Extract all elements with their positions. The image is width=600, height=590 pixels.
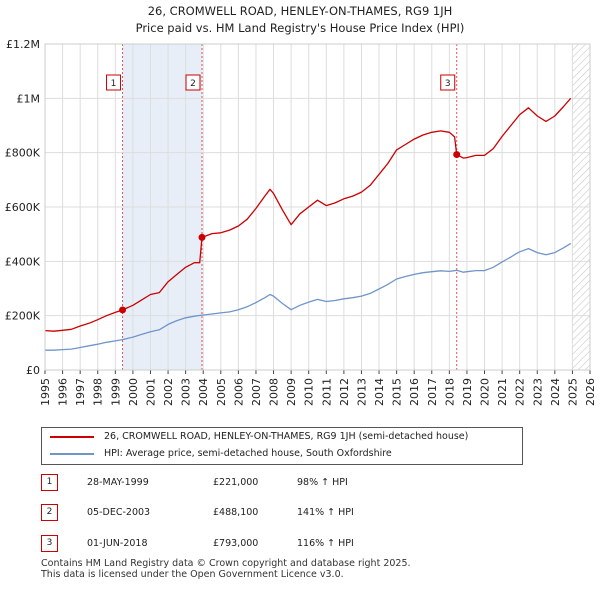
x-tick-label: 2023 xyxy=(531,378,544,406)
footer-line-copyright: Contains HM Land Registry data © Crown c… xyxy=(41,558,411,569)
sale-hpi-change: 98% ↑ HPI xyxy=(297,477,348,488)
legend-swatch-property xyxy=(50,435,94,438)
sale-label-box xyxy=(185,74,201,91)
x-tick-label: 2006 xyxy=(232,378,245,406)
x-tick-label: 2012 xyxy=(338,378,351,406)
x-tick-label: 1996 xyxy=(57,378,70,406)
sale-point xyxy=(119,306,127,314)
x-tick-label: 2000 xyxy=(127,378,140,406)
sale-label-number: 1 xyxy=(111,79,117,89)
x-tick-label: 2021 xyxy=(496,378,509,406)
plot-border xyxy=(44,43,591,371)
x-tick-label: 2019 xyxy=(461,378,474,406)
x-tick-label: 2002 xyxy=(162,378,175,406)
sale-number-badge: 3 xyxy=(41,535,58,552)
x-tick-label: 2018 xyxy=(443,378,456,406)
chart-title-block: 26, CROMWELL ROAD, HENLEY-ON-THAMES, RG9… xyxy=(0,3,600,37)
legend-item-property: 26, CROMWELL ROAD, HENLEY-ON-THAMES, RG9… xyxy=(50,429,468,445)
sale-number-badge: 1 xyxy=(41,474,58,491)
price-chart: 1 2 3 £0 £200K £400K £600K £800K £1M £1.2M 1995 19… xyxy=(5,38,597,406)
y-tick-label: £800K xyxy=(5,147,41,160)
x-tick-label: 2022 xyxy=(514,378,527,406)
sale-hpi-change: 116% ↑ HPI xyxy=(297,538,354,549)
sale-price: £221,000 xyxy=(213,477,259,488)
x-tick-label: 2004 xyxy=(197,378,210,406)
x-tick-label: 2017 xyxy=(426,378,439,406)
chart-legend: 26, CROMWELL ROAD, HENLEY-ON-THAMES, RG9… xyxy=(41,427,523,465)
x-tick-label: 2026 xyxy=(584,378,597,406)
y-tick-label: £400K xyxy=(5,255,41,268)
x-tick-label: 2001 xyxy=(144,378,157,406)
sale-label-number: 2 xyxy=(190,79,196,89)
sale-label-number: 3 xyxy=(445,79,451,89)
sale-point xyxy=(453,151,461,159)
x-tick-label: 2008 xyxy=(268,378,281,406)
sale-row: 3 01-JUN-2018 £793,000 116% ↑ HPI xyxy=(41,535,441,553)
footer-line-licence: This data is licensed under the Open Gov… xyxy=(41,569,344,580)
sale-price: £793,000 xyxy=(213,538,259,549)
x-tick-label: 2010 xyxy=(303,378,316,406)
sale-number-badge: 2 xyxy=(41,504,58,521)
x-tick-label: 2024 xyxy=(549,378,562,406)
legend-label-hpi: HPI: Average price, semi-detached house,… xyxy=(104,448,392,459)
y-tick-label: £0 xyxy=(26,364,40,377)
x-tick-label: 2011 xyxy=(320,378,333,406)
x-tick-label: 2007 xyxy=(250,378,263,406)
chart-subtitle: Price paid vs. HM Land Registry's House … xyxy=(135,21,465,35)
footer-attribution: Contains HM Land Registry data © Crown c… xyxy=(41,558,411,580)
y-tick-label: £200K xyxy=(5,310,41,323)
sale-row: 1 28-MAY-1999 £221,000 98% ↑ HPI xyxy=(41,474,441,492)
x-tick-label: 2020 xyxy=(479,378,492,406)
x-tick-label: 1997 xyxy=(74,378,87,406)
x-tick-label: 2015 xyxy=(391,378,404,406)
legend-swatch-hpi xyxy=(50,452,94,455)
sale-date: 28-MAY-1999 xyxy=(87,477,149,488)
sale-label-box xyxy=(106,74,122,91)
sale-date: 01-JUN-2018 xyxy=(87,538,148,549)
sale-date: 05-DEC-2003 xyxy=(87,507,151,518)
hpi-line xyxy=(45,242,572,351)
x-tick-label: 1999 xyxy=(109,378,122,406)
legend-label-property: 26, CROMWELL ROAD, HENLEY-ON-THAMES, RG9… xyxy=(104,431,469,442)
x-tick-label: 2005 xyxy=(215,378,228,406)
y-tick-label: £600K xyxy=(5,201,41,214)
chart-title: 26, CROMWELL ROAD, HENLEY-ON-THAMES, RG9… xyxy=(147,4,453,18)
x-tick-label: 1998 xyxy=(92,378,105,406)
sale-label-box xyxy=(440,74,456,91)
x-tick-label: 2009 xyxy=(285,378,298,406)
sale-hpi-change: 141% ↑ HPI xyxy=(297,507,354,518)
legend-item-hpi: HPI: Average price, semi-detached house,… xyxy=(50,446,392,462)
y-tick-label: £1.2M xyxy=(6,38,40,51)
x-tick-label: 1995 xyxy=(39,378,52,406)
x-tick-label: 2013 xyxy=(355,378,368,406)
x-tick-label: 2003 xyxy=(180,378,193,406)
y-tick-label: £1M xyxy=(17,92,41,105)
sale-price: £488,100 xyxy=(213,507,259,518)
x-tick-label: 2014 xyxy=(373,378,386,406)
x-tick-label: 2025 xyxy=(566,378,579,406)
sale-row: 2 05-DEC-2003 £488,100 141% ↑ HPI xyxy=(41,504,441,522)
x-tick-label: 2016 xyxy=(408,378,421,406)
sale-point xyxy=(198,233,206,241)
property-price-line xyxy=(44,97,572,332)
